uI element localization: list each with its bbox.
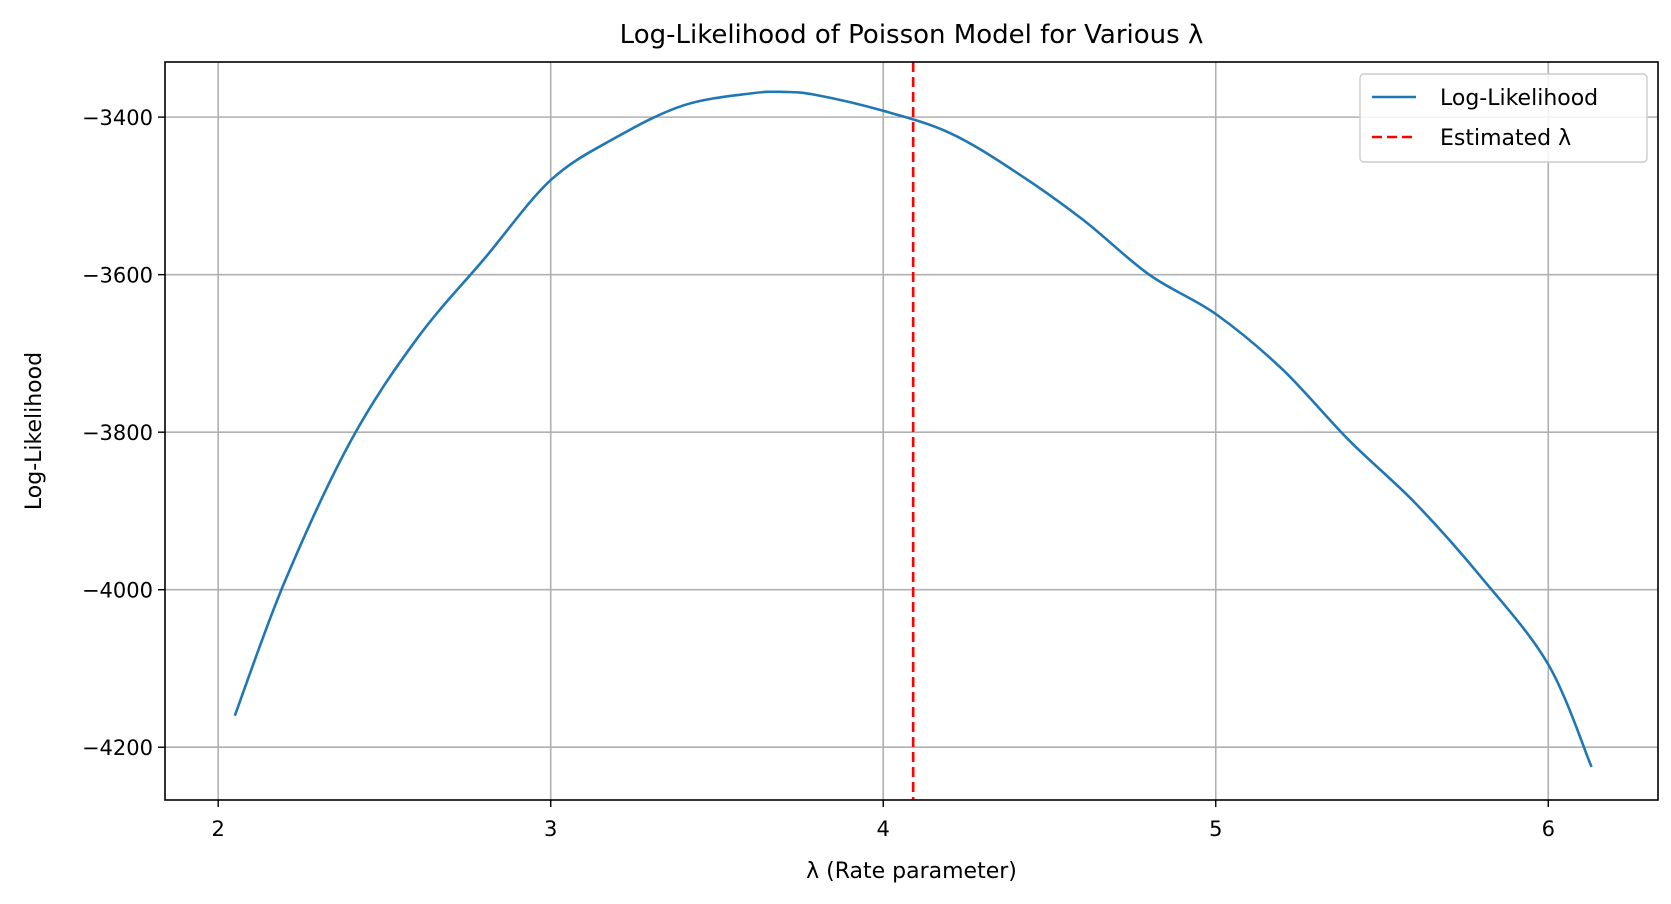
chart-title: Log-Likelihood of Poisson Model for Vari… [620,20,1204,50]
legend-label: Estimated λ [1440,126,1571,151]
y-tick-label: −3600 [82,264,153,288]
y-tick-label: −3800 [82,421,153,445]
log-likelihood-line [233,90,1593,768]
y-tick-label: −3400 [82,106,153,130]
legend-box [1359,73,1648,163]
legend: Log-Likelihood Estimated λ [1359,73,1648,163]
y-tick-label: −4000 [82,579,153,603]
y-tick-label: −4200 [82,736,153,760]
series-layer [233,62,1593,800]
ticks: 2 3 4 5 6 −3400 −3600 −3800 −4000 −4200 [82,106,1555,841]
x-tick-label: 2 [212,817,225,841]
x-tick-label: 3 [544,817,557,841]
x-tick-label: 4 [877,817,890,841]
legend-label: Log-Likelihood [1440,86,1598,111]
plot-frame [164,61,1659,801]
y-axis-label: Log-Likelihood [22,352,47,510]
x-axis-label: λ (Rate parameter) [806,859,1017,884]
grid [165,62,1658,800]
x-tick-label: 6 [1542,817,1555,841]
x-tick-label: 5 [1209,817,1222,841]
